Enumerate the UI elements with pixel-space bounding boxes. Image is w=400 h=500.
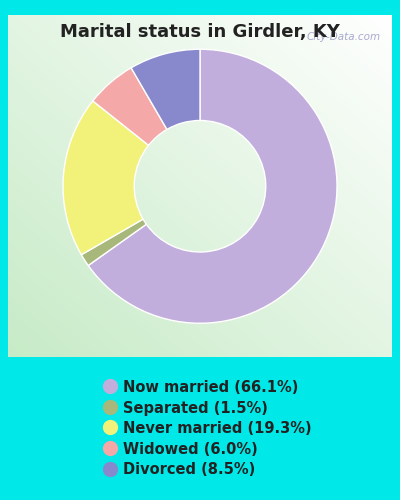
Wedge shape xyxy=(88,50,337,323)
Legend: Now married (66.1%), Separated (1.5%), Never married (19.3%), Widowed (6.0%), Di: Now married (66.1%), Separated (1.5%), N… xyxy=(104,380,312,478)
Wedge shape xyxy=(63,101,148,255)
Wedge shape xyxy=(131,50,200,130)
Text: City-Data.com: City-Data.com xyxy=(306,32,380,42)
Wedge shape xyxy=(81,219,146,266)
Wedge shape xyxy=(93,68,167,146)
Text: Marital status in Girdler, KY: Marital status in Girdler, KY xyxy=(60,22,340,40)
